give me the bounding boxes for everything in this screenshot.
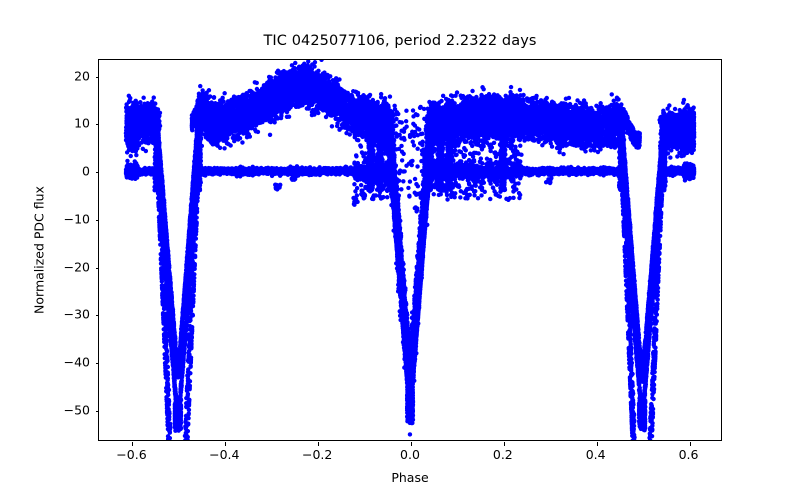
x-tick-label: −0.6 xyxy=(116,447,146,462)
x-axis-label: Phase xyxy=(98,470,722,485)
x-tick-label: 0.2 xyxy=(493,447,513,462)
y-tick-label: −30 xyxy=(64,307,90,322)
x-tick-label: 0.0 xyxy=(400,447,420,462)
y-tick-label: −50 xyxy=(64,402,90,417)
plot-axes xyxy=(98,59,722,441)
y-tick-label: 10 xyxy=(74,116,90,131)
x-tick-mark xyxy=(318,442,319,446)
x-tick-mark xyxy=(690,442,691,446)
x-tick-mark xyxy=(225,442,226,446)
scatter-points xyxy=(124,60,697,440)
y-tick-label: 0 xyxy=(82,164,90,179)
x-tick-label: 0.4 xyxy=(586,447,606,462)
x-tick-mark xyxy=(504,442,505,446)
y-tick-label: −20 xyxy=(64,259,90,274)
x-tick-label: −0.2 xyxy=(302,447,332,462)
x-tick-label-group: −0.6 −0.4 −0.2 0.0 0.2 0.4 0.6 xyxy=(98,447,722,465)
y-tick-label: −10 xyxy=(64,211,90,226)
y-tick-label: −40 xyxy=(64,355,90,370)
x-tick-mark xyxy=(132,442,133,446)
y-axis-label: Normalized PDC flux xyxy=(32,186,47,314)
page-title: TIC 0425077106, period 2.2322 days xyxy=(0,33,800,49)
y-tick-label-group: 20 10 0 −10 −20 −30 −40 −50 xyxy=(50,59,90,441)
scatter-series-svg xyxy=(99,60,721,440)
x-tick-label: −0.4 xyxy=(209,447,239,462)
y-tick-label: 20 xyxy=(74,68,90,83)
y-axis-label-container: Normalized PDC flux xyxy=(30,59,48,441)
x-tick-mark xyxy=(411,442,412,446)
x-tick-mark xyxy=(597,442,598,446)
x-tick-label: 0.6 xyxy=(679,447,699,462)
data-plot-region xyxy=(99,60,721,440)
